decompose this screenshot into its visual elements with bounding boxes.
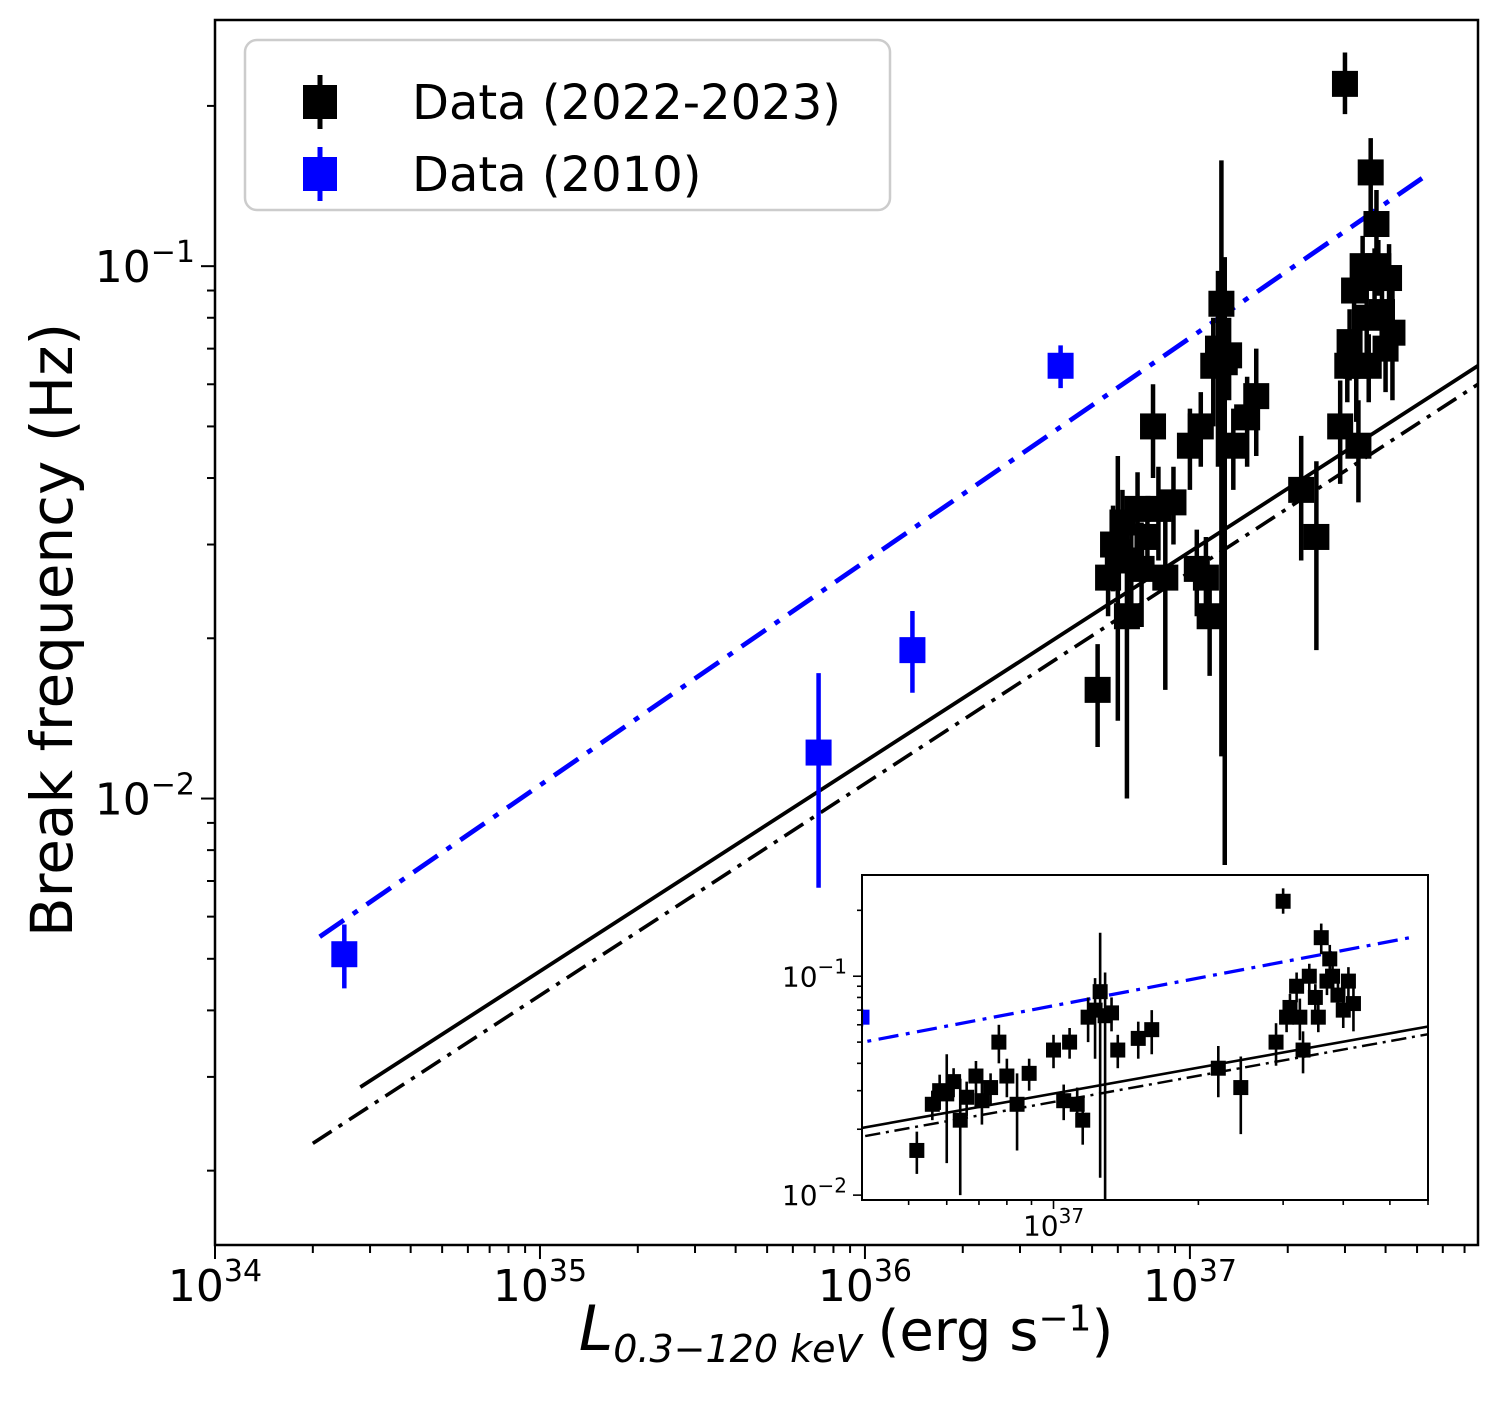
x-axis-variable: L — [578, 1292, 614, 1365]
main-axes-tick-labels: 1034 1035 1036 1037 10−2 10−1 — [95, 235, 1237, 1312]
svg-text:1037: 1037 — [1023, 1204, 1084, 1243]
legend: Data (2022-2023) Data (2010) — [243, 38, 892, 212]
fit-2022-2023-dashdot — [311, 382, 1478, 1145]
legend-marker-square — [303, 157, 337, 191]
fit-2022-2023-dashdot — [862, 1032, 1428, 1138]
series-data-2022-2023 — [909, 888, 1361, 1200]
legend-label: Data (2010) — [412, 147, 701, 203]
inset-axes-tick-labels: 1037 10−2 10−1 — [782, 955, 1084, 1243]
main-axes-spines — [213, 18, 1480, 1247]
x-axis-unit: (erg s — [877, 1299, 1039, 1364]
fit-2010-dashdot — [318, 170, 1432, 939]
svg-text:1035: 1035 — [493, 1254, 587, 1312]
svg-text:1037: 1037 — [1143, 1254, 1237, 1312]
y-axis-label: Break frequency (Hz) — [18, 322, 86, 938]
x-axis-unit-close: ) — [1091, 1299, 1114, 1364]
svg-text:1034: 1034 — [168, 1254, 262, 1312]
svg-text:10−2: 10−2 — [782, 1174, 847, 1213]
x-axis-label: L0.3−120 keV (erg s−1) — [579, 1292, 1114, 1371]
svg-text:1036: 1036 — [818, 1254, 912, 1312]
series-data-2010 — [331, 345, 1074, 989]
legend-label: Data (2022-2023) — [412, 75, 841, 131]
inset-axes: 1037 10−2 10−1 — [782, 874, 1429, 1243]
legend-marker-square — [303, 85, 337, 119]
main-axes-ticks — [201, 104, 1466, 1259]
legend-box — [243, 38, 892, 212]
series-data-2010 — [862, 1008, 870, 1027]
x-axis-subscript: 0.3−120 keV — [613, 1327, 862, 1372]
svg-text:10−2: 10−2 — [95, 768, 195, 826]
inset-axes-ticks — [853, 909, 1429, 1209]
fit-2022-2023-solid — [862, 1025, 1428, 1130]
main-axes: 1034 1035 1036 1037 10−2 10−1 — [95, 18, 1480, 1312]
svg-text:10−1: 10−1 — [95, 235, 195, 293]
series-data-2022-2023 — [1084, 52, 1406, 866]
x-axis-unit-exponent: −1 — [1038, 1298, 1092, 1340]
inset-axes-spines — [861, 874, 1429, 1201]
svg-text:10−1: 10−1 — [782, 955, 847, 994]
